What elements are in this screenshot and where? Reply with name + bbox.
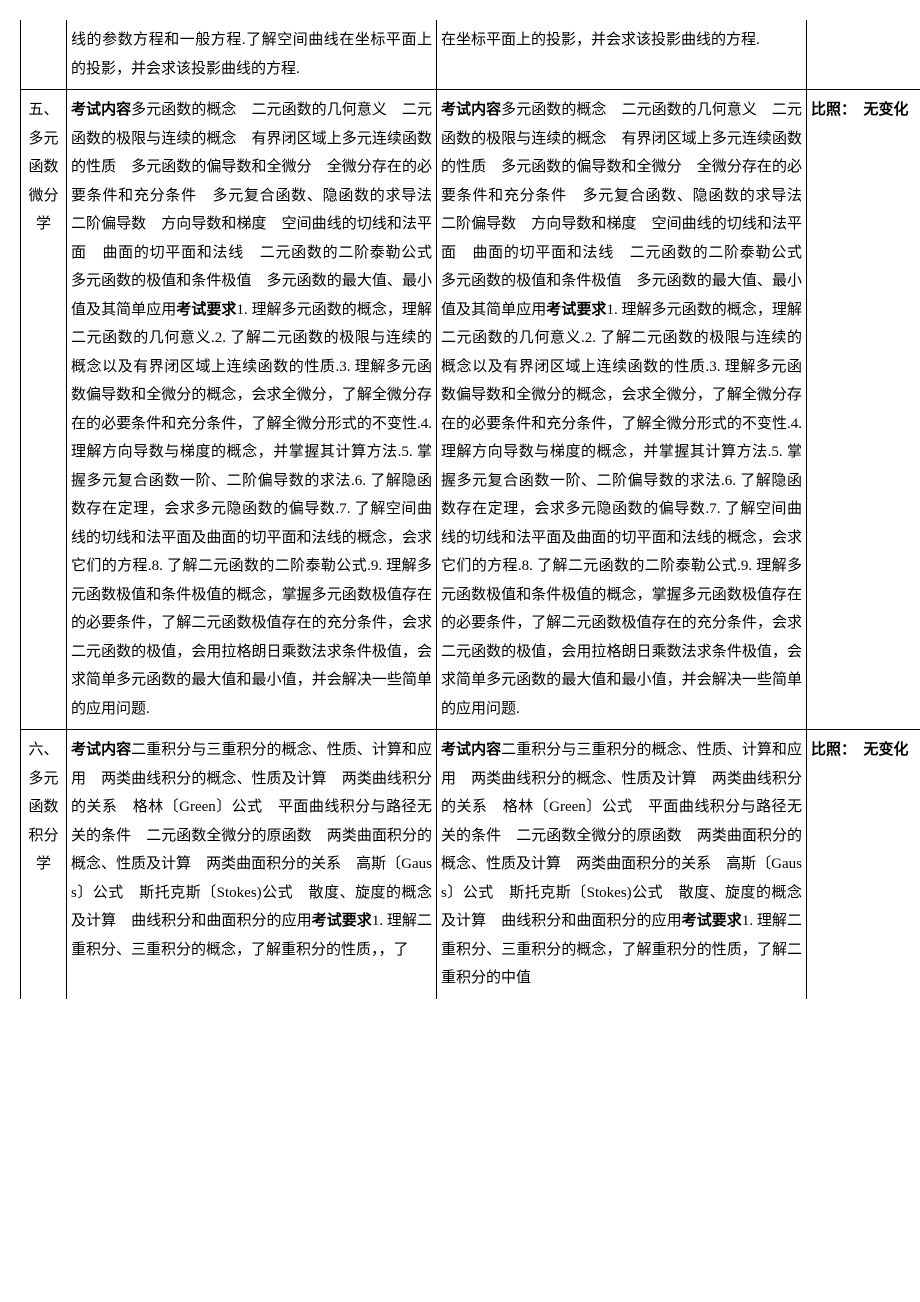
bold-label: 考试要求	[176, 302, 236, 318]
note-text: 比照： 无变化	[811, 742, 909, 758]
cell-left: 线的参数方程和一般方程.了解空间曲线在坐标平面上的投影，并会求该投影曲线的方程.	[67, 20, 437, 90]
label-text: 六、多元函数积分学	[28, 742, 58, 872]
cell-note: 比照： 无变化	[807, 90, 920, 730]
bold-label: 考试内容	[71, 742, 131, 758]
table-row: 线的参数方程和一般方程.了解空间曲线在坐标平面上的投影，并会求该投影曲线的方程.…	[21, 20, 920, 90]
bold-label: 考试要求	[546, 302, 606, 318]
cell-right: 在坐标平面上的投影，并会求该投影曲线的方程.	[437, 20, 807, 90]
note-text: 比照： 无变化	[811, 102, 909, 118]
cell-note	[807, 20, 920, 90]
cell-left: 考试内容二重积分与三重积分的概念、性质、计算和应用 两类曲线积分的概念、性质及计…	[67, 730, 437, 999]
row-label: 五、多元函数微分学	[21, 90, 67, 730]
cell-note: 比照： 无变化	[807, 730, 920, 999]
cell-text: 在坐标平面上的投影，并会求该投影曲线的方程.	[441, 32, 760, 48]
bold-label: 考试内容	[441, 102, 501, 118]
cell-right: 考试内容二重积分与三重积分的概念、性质、计算和应用 两类曲线积分的概念、性质及计…	[437, 730, 807, 999]
table-row: 五、多元函数微分学 考试内容多元函数的概念 二元函数的几何意义 二元函数的极限与…	[21, 90, 920, 730]
label-text: 五、多元函数微分学	[28, 102, 58, 232]
cell-left: 考试内容多元函数的概念 二元函数的几何意义 二元函数的极限与连续的概念 有界闭区…	[67, 90, 437, 730]
cell-text: 二重积分与三重积分的概念、性质、计算和应用 两类曲线积分的概念、性质及计算 两类…	[441, 742, 802, 929]
cell-text: 1. 理解多元函数的概念，理解二元函数的几何意义.2. 了解二元函数的极限与连续…	[441, 302, 802, 717]
table-row: 六、多元函数积分学 考试内容二重积分与三重积分的概念、性质、计算和应用 两类曲线…	[21, 730, 920, 999]
cell-text: 1. 理解多元函数的概念，理解二元函数的几何意义.2. 了解二元函数的极限与连续…	[71, 302, 432, 717]
cell-text: 多元函数的概念 二元函数的几何意义 二元函数的极限与连续的概念 有界闭区域上多元…	[441, 102, 817, 318]
bold-label: 考试要求	[312, 913, 372, 929]
bold-label: 考试要求	[682, 913, 742, 929]
cell-text: 线的参数方程和一般方程.了解空间曲线在坐标平面上的投影，并会求该投影曲线的方程.	[71, 32, 432, 77]
cell-text: 二重积分与三重积分的概念、性质、计算和应用 两类曲线积分的概念、性质及计算 两类…	[71, 742, 432, 929]
bold-label: 考试内容	[441, 742, 501, 758]
row-label: 六、多元函数积分学	[21, 730, 67, 999]
cell-right: 考试内容多元函数的概念 二元函数的几何意义 二元函数的极限与连续的概念 有界闭区…	[437, 90, 807, 730]
row-label	[21, 20, 67, 90]
syllabus-table: 线的参数方程和一般方程.了解空间曲线在坐标平面上的投影，并会求该投影曲线的方程.…	[20, 20, 920, 999]
bold-label: 考试内容	[71, 102, 131, 118]
cell-text: 多元函数的概念 二元函数的几何意义 二元函数的极限与连续的概念 有界闭区域上多元…	[71, 102, 447, 318]
